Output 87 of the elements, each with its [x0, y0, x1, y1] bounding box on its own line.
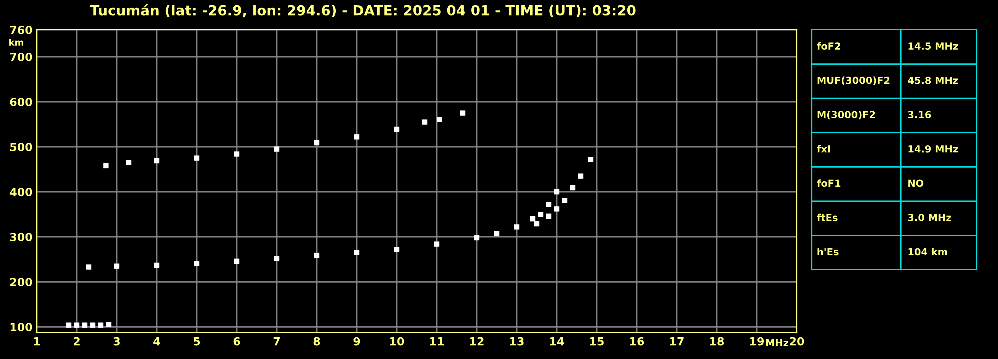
y-tick-label: 760 — [10, 26, 32, 34]
x-axis-title: MHz — [766, 339, 789, 346]
point — [314, 252, 320, 258]
y-tick-label: 400 — [10, 188, 32, 196]
point — [588, 157, 594, 162]
x-tick-label: 14 — [550, 338, 564, 346]
point — [314, 140, 320, 146]
text: ftEs — [817, 214, 838, 222]
x-tick-label: 12 — [470, 337, 484, 346]
chart-title: Tucumán (lat: -26.9, lon: 294.6) - DATE: 2025 04 01 - TIME (UT): 03:20 — [90, 4, 636, 18]
point — [274, 256, 280, 262]
x-tick-label: 7 — [274, 338, 280, 346]
text: foF2 — [817, 42, 840, 50]
y-tick-label: 200 — [10, 278, 32, 287]
point — [106, 322, 112, 328]
x-tick-label: 15 — [590, 338, 604, 346]
point — [422, 120, 428, 125]
x-tick-label: 11 — [430, 338, 444, 346]
point — [354, 250, 360, 256]
x-tick-label: 17 — [670, 338, 684, 346]
point — [274, 146, 280, 152]
x-tick-label: 13 — [510, 337, 524, 346]
x-tick-label: 9 — [354, 337, 360, 346]
point — [460, 110, 466, 116]
x-tick-label: 1 — [34, 338, 40, 346]
x-tick-label: 6 — [234, 337, 240, 346]
point — [394, 247, 400, 252]
point — [546, 202, 552, 208]
point — [538, 212, 544, 218]
text: 3.16 — [908, 111, 932, 119]
text: 104 km — [908, 248, 948, 256]
point — [554, 189, 560, 195]
y-axis-title: km — [10, 38, 24, 46]
point — [570, 185, 576, 191]
x-tick-label: 16 — [630, 337, 644, 346]
y-tick-label: 100 — [10, 323, 32, 332]
point — [554, 206, 560, 212]
point — [90, 322, 96, 328]
x-tick-label: 2 — [74, 337, 80, 346]
point — [546, 214, 552, 219]
point — [562, 198, 568, 204]
point — [474, 235, 480, 241]
y-tick-label: 300 — [10, 233, 32, 242]
text: MUF(3000)F2 — [818, 76, 890, 86]
point — [434, 242, 440, 247]
point — [234, 152, 240, 157]
point — [494, 231, 500, 237]
text: fxI — [817, 145, 830, 153]
y-tick-label: 600 — [10, 98, 32, 106]
text: h'Es — [818, 248, 839, 256]
point — [578, 174, 584, 179]
point — [126, 160, 132, 166]
x-tick-label: 10 — [390, 337, 404, 346]
text: 45.8 MHz — [908, 76, 958, 84]
text: 14.5 MHz — [908, 42, 958, 50]
y-tick-label: 700 — [10, 52, 32, 62]
x-tick-label: 5 — [194, 338, 200, 346]
text: NO — [908, 180, 924, 188]
point — [194, 261, 200, 266]
text: 14.9 MHz — [908, 145, 958, 153]
point — [66, 322, 72, 328]
point — [154, 262, 160, 268]
point — [194, 156, 200, 161]
y-tick-label: 500 — [10, 143, 32, 152]
x-tick-label: 20 — [790, 337, 804, 346]
text: M(3000)F2 — [818, 111, 876, 120]
point — [154, 158, 160, 164]
point — [354, 134, 360, 140]
point — [534, 221, 540, 227]
x-tick-label: 19 — [750, 337, 764, 346]
point — [394, 126, 400, 132]
point — [86, 264, 92, 270]
point — [437, 116, 442, 122]
point — [114, 264, 120, 269]
point — [82, 322, 88, 328]
x-tick-label: 3 — [114, 337, 120, 346]
text: 3.0 MHz — [908, 214, 952, 222]
text: foF1 — [817, 180, 841, 188]
point — [234, 258, 240, 264]
point — [74, 322, 80, 328]
x-tick-label: 4 — [154, 338, 160, 346]
point — [98, 322, 104, 328]
x-tick-label: 8 — [314, 337, 320, 346]
point — [530, 216, 536, 222]
point — [104, 163, 109, 169]
x-tick-label: 18 — [710, 337, 724, 346]
point — [514, 224, 520, 230]
